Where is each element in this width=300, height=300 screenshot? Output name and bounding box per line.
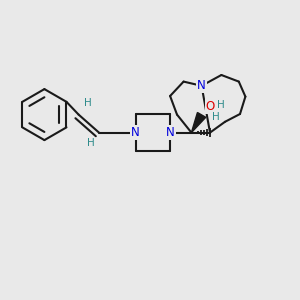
Text: N: N bbox=[197, 79, 206, 92]
Text: H: H bbox=[217, 100, 224, 110]
Text: H: H bbox=[87, 138, 94, 148]
Text: N: N bbox=[166, 126, 175, 139]
Text: N: N bbox=[131, 126, 140, 139]
Text: H: H bbox=[84, 98, 92, 108]
Text: H: H bbox=[212, 112, 220, 122]
Text: O: O bbox=[206, 100, 215, 113]
Polygon shape bbox=[191, 112, 206, 133]
